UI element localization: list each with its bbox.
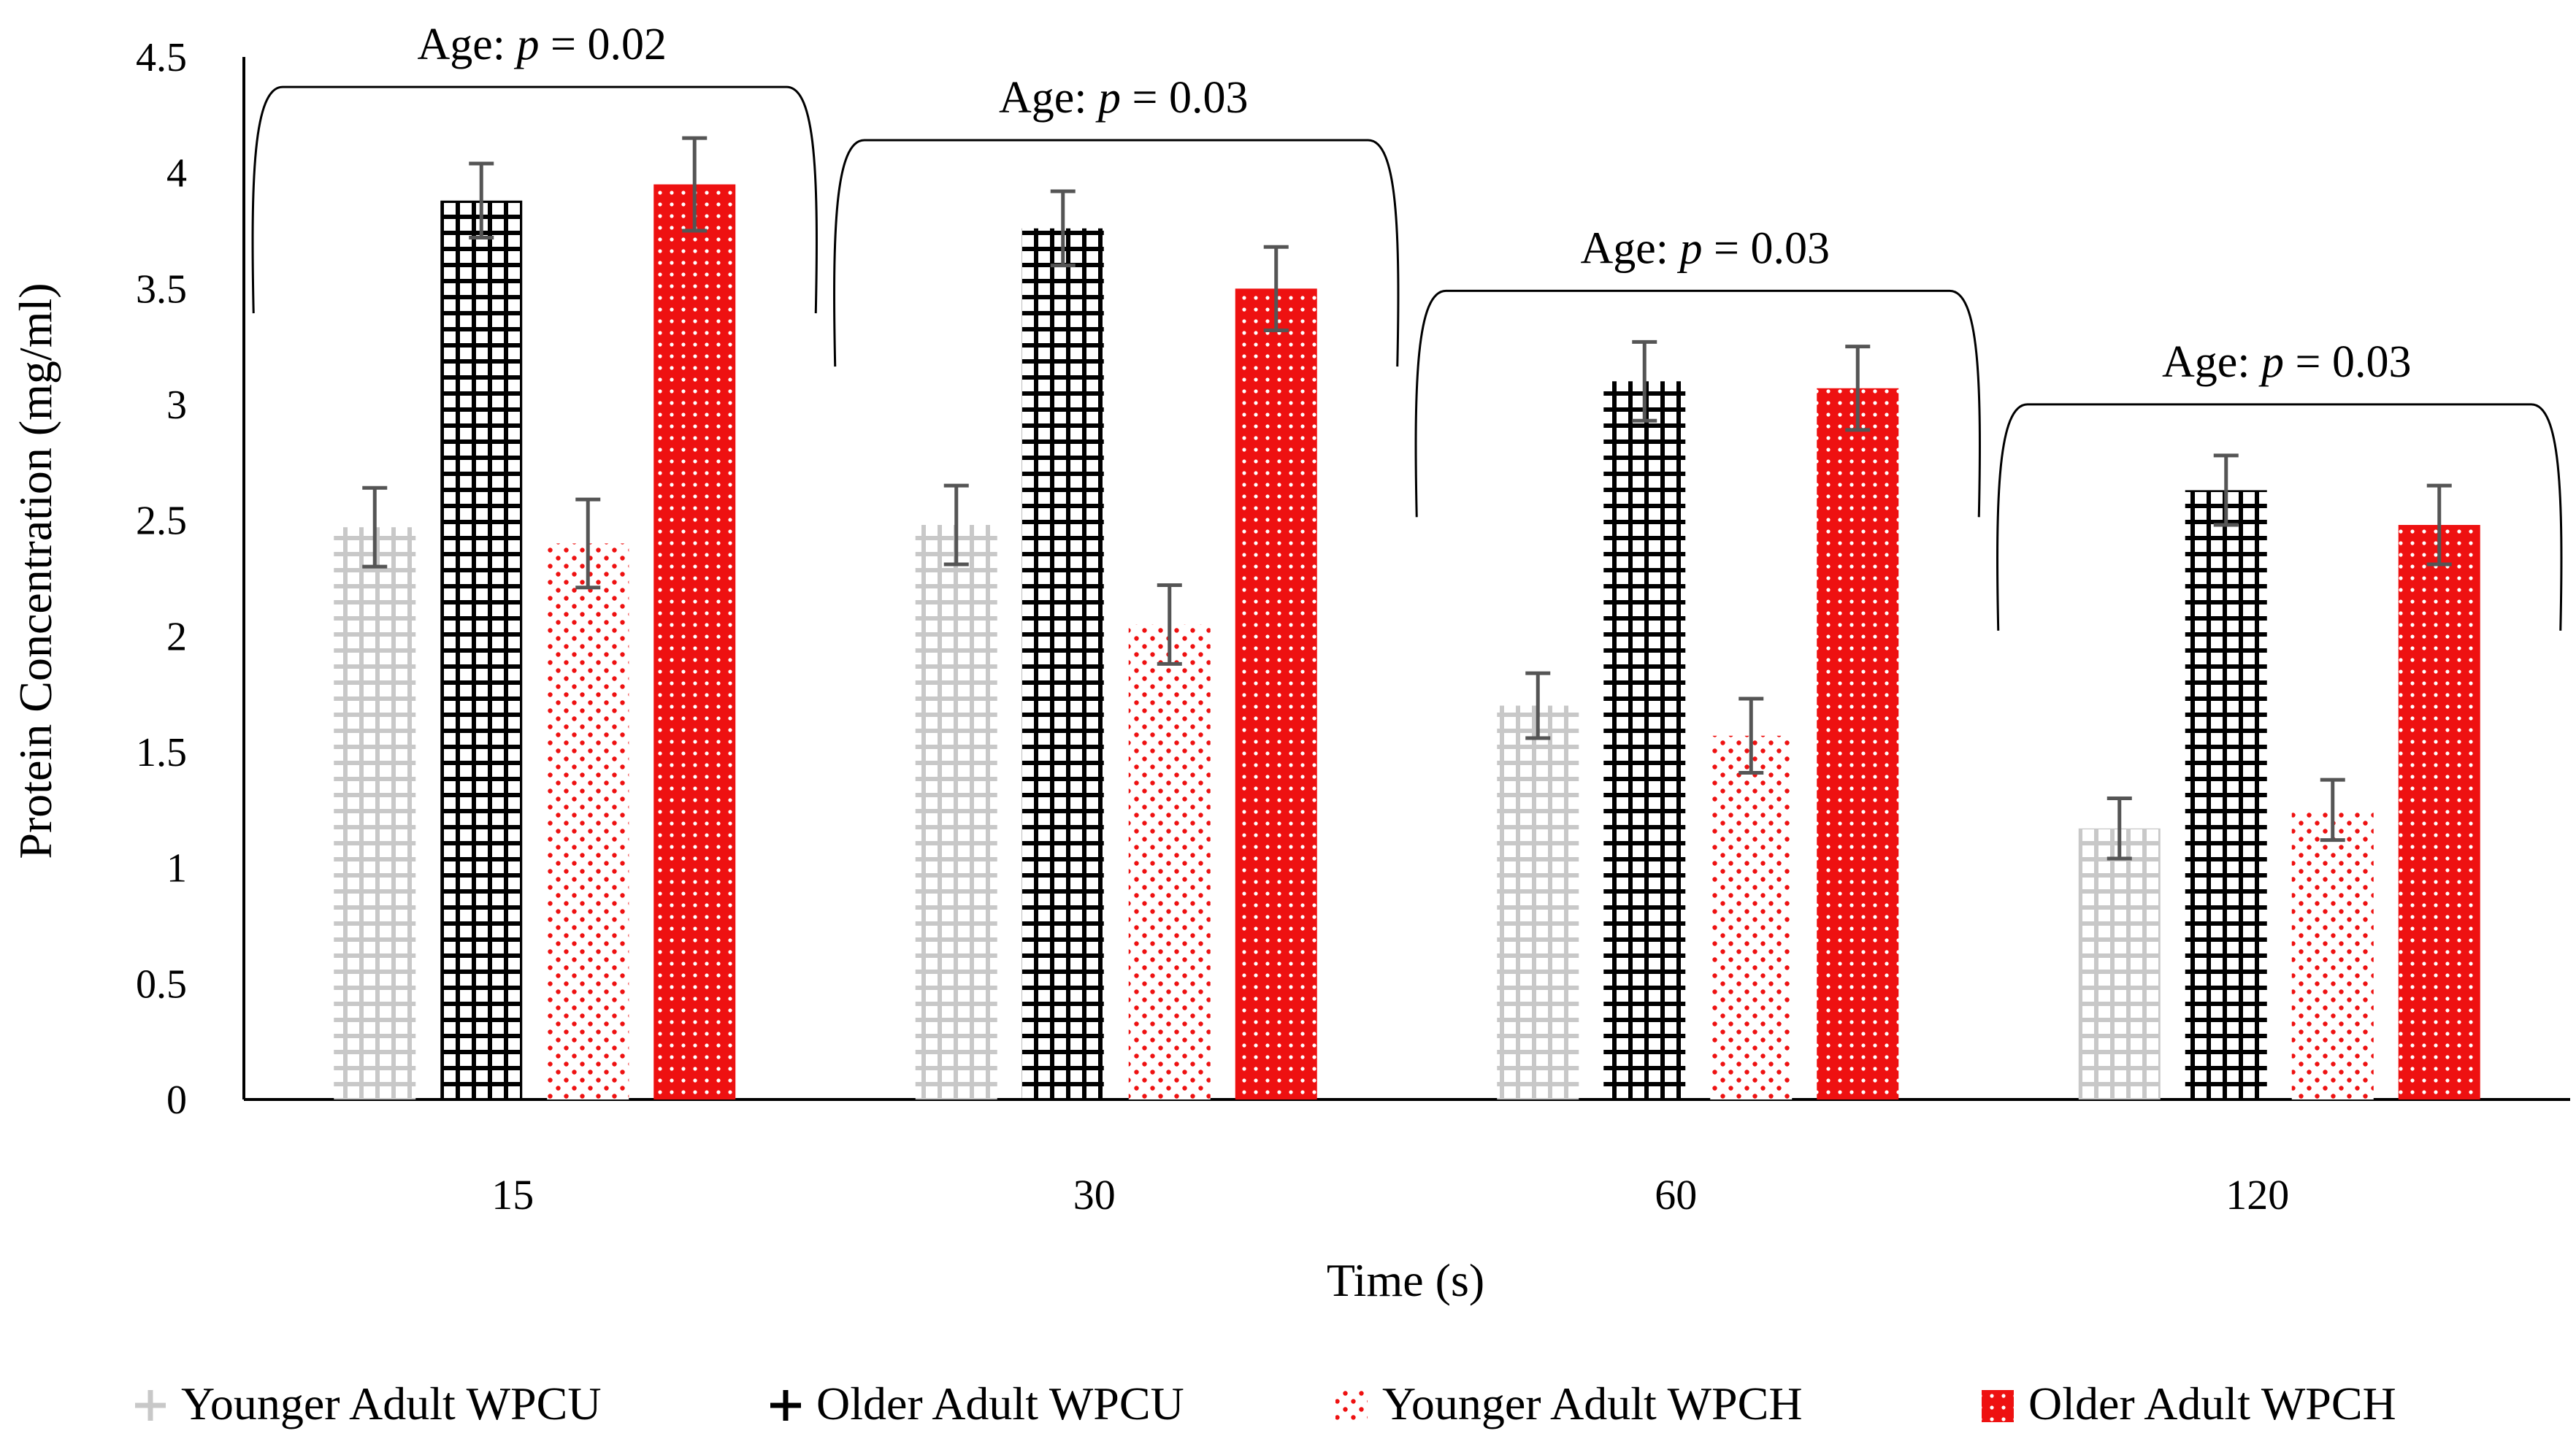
bar-red-dots-120	[2291, 810, 2374, 1099]
y-tick-label: 4.5	[136, 35, 187, 80]
bar-red-dense-30	[1235, 288, 1317, 1099]
bar-light-grid-30	[915, 525, 997, 1099]
significance-bracket	[1414, 289, 1981, 518]
legend-item: Older Adult WPCH	[1982, 1378, 2396, 1429]
y-tick-label: 4	[166, 151, 187, 196]
legend-label: Older Adult WPCH	[2028, 1378, 2396, 1429]
significance-label: Age: p = 0.02	[418, 20, 667, 69]
legend-swatch	[1335, 1390, 1368, 1422]
x-tick-label: 15	[491, 1171, 534, 1218]
error-bar	[362, 485, 388, 569]
bar-dark-grid-15	[440, 200, 523, 1099]
error-bar	[682, 136, 708, 233]
y-tick-label: 0	[166, 1078, 187, 1123]
legend-item: Younger Adult WPCU	[135, 1378, 602, 1429]
significance-label: Age: p = 0.03	[2162, 337, 2412, 387]
legend-label: Older Adult WPCU	[816, 1378, 1184, 1429]
x-axis-title: Time (s)	[1327, 1254, 1484, 1306]
bar-dark-grid-30	[1021, 228, 1104, 1099]
bar-red-dense-15	[653, 184, 736, 1100]
error-bar	[2107, 796, 2132, 861]
legend-item: Younger Adult WPCH	[1335, 1378, 1803, 1429]
y-tick-label: 1	[166, 846, 187, 891]
y-tick-label: 2.5	[136, 499, 187, 544]
error-bar	[2320, 778, 2345, 843]
y-tick-label: 0.5	[136, 962, 187, 1007]
bar-light-grid-60	[1497, 705, 1579, 1099]
legend-swatch	[1982, 1390, 2014, 1422]
bar-light-grid-15	[334, 527, 416, 1099]
error-bar	[1050, 189, 1076, 268]
significance-bracket	[833, 139, 1400, 367]
bar-red-dots-15	[547, 543, 629, 1099]
error-bar	[1525, 671, 1551, 740]
error-bar	[1845, 345, 1871, 432]
error-bar	[1263, 245, 1289, 332]
y-tick-label: 2	[166, 614, 187, 659]
error-bar	[469, 161, 494, 240]
bar-dark-grid-60	[1603, 381, 1686, 1099]
bar-red-dots-30	[1128, 624, 1211, 1099]
error-bar	[575, 497, 601, 590]
bar-red-dots-60	[1710, 735, 1793, 1099]
legend-label: Younger Adult WPCU	[181, 1378, 602, 1429]
x-tick-label: 30	[1073, 1171, 1116, 1218]
legend-item: Older Adult WPCU	[770, 1378, 1184, 1429]
significance-bracket	[1996, 403, 2563, 631]
y-tick-label: 3	[166, 383, 187, 428]
significance-bracket	[251, 85, 818, 314]
error-bar	[2213, 453, 2239, 527]
y-tick-label: 1.5	[136, 730, 187, 775]
x-tick-label: 60	[1655, 1171, 1697, 1218]
error-bar	[2426, 483, 2452, 567]
bar-red-dense-120	[2398, 525, 2480, 1099]
error-bar	[943, 483, 969, 567]
error-bar	[1739, 696, 1764, 775]
error-bar	[1632, 339, 1657, 423]
y-tick-label: 3.5	[136, 266, 187, 312]
significance-label: Age: p = 0.03	[999, 73, 1249, 123]
bar-red-dense-60	[1817, 388, 1899, 1099]
legend-label: Younger Adult WPCH	[1382, 1378, 1803, 1429]
bar-light-grid-120	[2078, 828, 2161, 1099]
x-tick-label: 120	[2226, 1171, 2289, 1218]
y-axis-title: Protein Concentration (mg/ml)	[9, 283, 61, 859]
error-bar	[1157, 583, 1182, 666]
bar-dark-grid-120	[2185, 490, 2267, 1099]
significance-label: Age: p = 0.03	[1581, 223, 1831, 273]
